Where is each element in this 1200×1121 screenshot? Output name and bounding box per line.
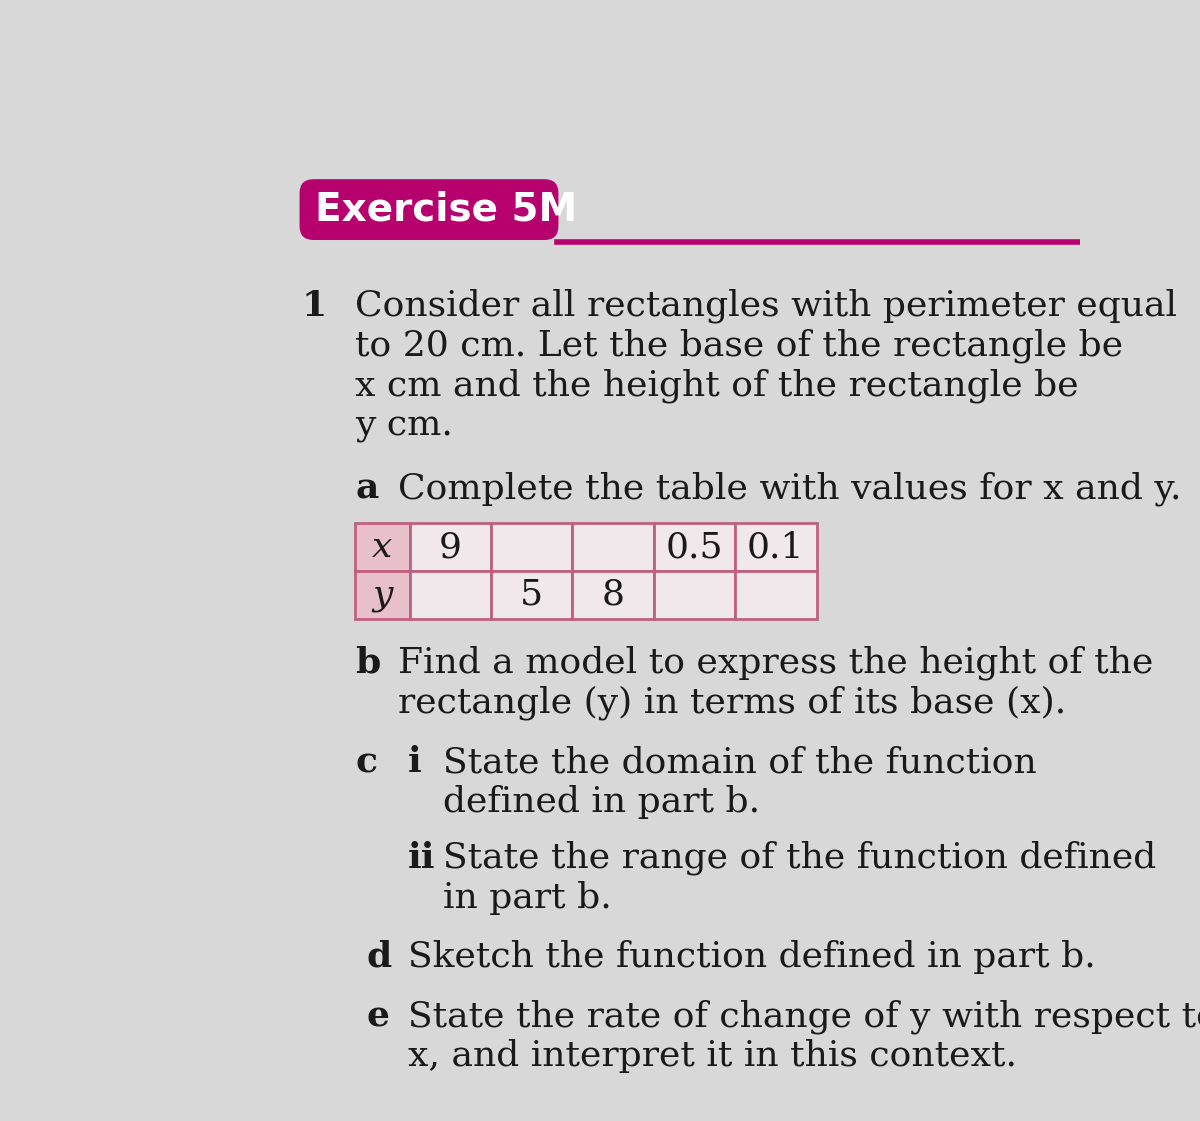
Text: c: c xyxy=(355,745,377,779)
Text: y: y xyxy=(372,578,392,612)
Text: Find a model to express the height of the: Find a model to express the height of th… xyxy=(398,646,1153,680)
Bar xyxy=(736,524,816,571)
Text: x cm and the height of the rectangle be: x cm and the height of the rectangle be xyxy=(355,369,1079,404)
Bar xyxy=(355,524,409,571)
Text: Exercise 5M: Exercise 5M xyxy=(316,191,577,229)
Text: State the domain of the function: State the domain of the function xyxy=(443,745,1037,779)
Text: Consider all rectangles with perimeter equal: Consider all rectangles with perimeter e… xyxy=(355,288,1177,323)
Text: x, and interpret it in this context.: x, and interpret it in this context. xyxy=(408,1039,1018,1073)
Bar xyxy=(736,571,816,619)
Text: State the rate of change of y with respect to: State the rate of change of y with respe… xyxy=(408,999,1200,1034)
Bar xyxy=(355,571,409,619)
Bar xyxy=(491,571,572,619)
Text: x: x xyxy=(372,530,392,564)
Text: e: e xyxy=(367,999,390,1034)
Text: 8: 8 xyxy=(601,578,624,612)
Text: 0.5: 0.5 xyxy=(666,530,724,564)
Text: to 20 cm. Let the base of the rectangle be: to 20 cm. Let the base of the rectangle … xyxy=(355,328,1123,363)
Text: b: b xyxy=(355,646,380,679)
Bar xyxy=(572,524,654,571)
Text: ii: ii xyxy=(408,841,436,874)
Text: State the range of the function defined: State the range of the function defined xyxy=(443,841,1157,876)
Bar xyxy=(409,524,491,571)
Text: 9: 9 xyxy=(439,530,462,564)
Bar xyxy=(654,571,736,619)
Bar xyxy=(654,524,736,571)
Text: Complete the table with values for x and y.: Complete the table with values for x and… xyxy=(398,472,1182,507)
Text: d: d xyxy=(367,939,392,974)
Text: y cm.: y cm. xyxy=(355,409,454,443)
Bar xyxy=(572,571,654,619)
Text: Sketch the function defined in part b.: Sketch the function defined in part b. xyxy=(408,939,1096,974)
Text: rectangle (y) in terms of its base (x).: rectangle (y) in terms of its base (x). xyxy=(398,686,1067,721)
Text: i: i xyxy=(408,745,422,779)
Bar xyxy=(491,524,572,571)
FancyBboxPatch shape xyxy=(300,179,558,240)
Text: 5: 5 xyxy=(520,578,544,612)
Text: defined in part b.: defined in part b. xyxy=(443,785,760,819)
Text: a: a xyxy=(355,472,379,506)
Text: in part b.: in part b. xyxy=(443,881,612,915)
Text: 0.1: 0.1 xyxy=(748,530,804,564)
Text: 1: 1 xyxy=(301,288,326,323)
Bar xyxy=(409,571,491,619)
